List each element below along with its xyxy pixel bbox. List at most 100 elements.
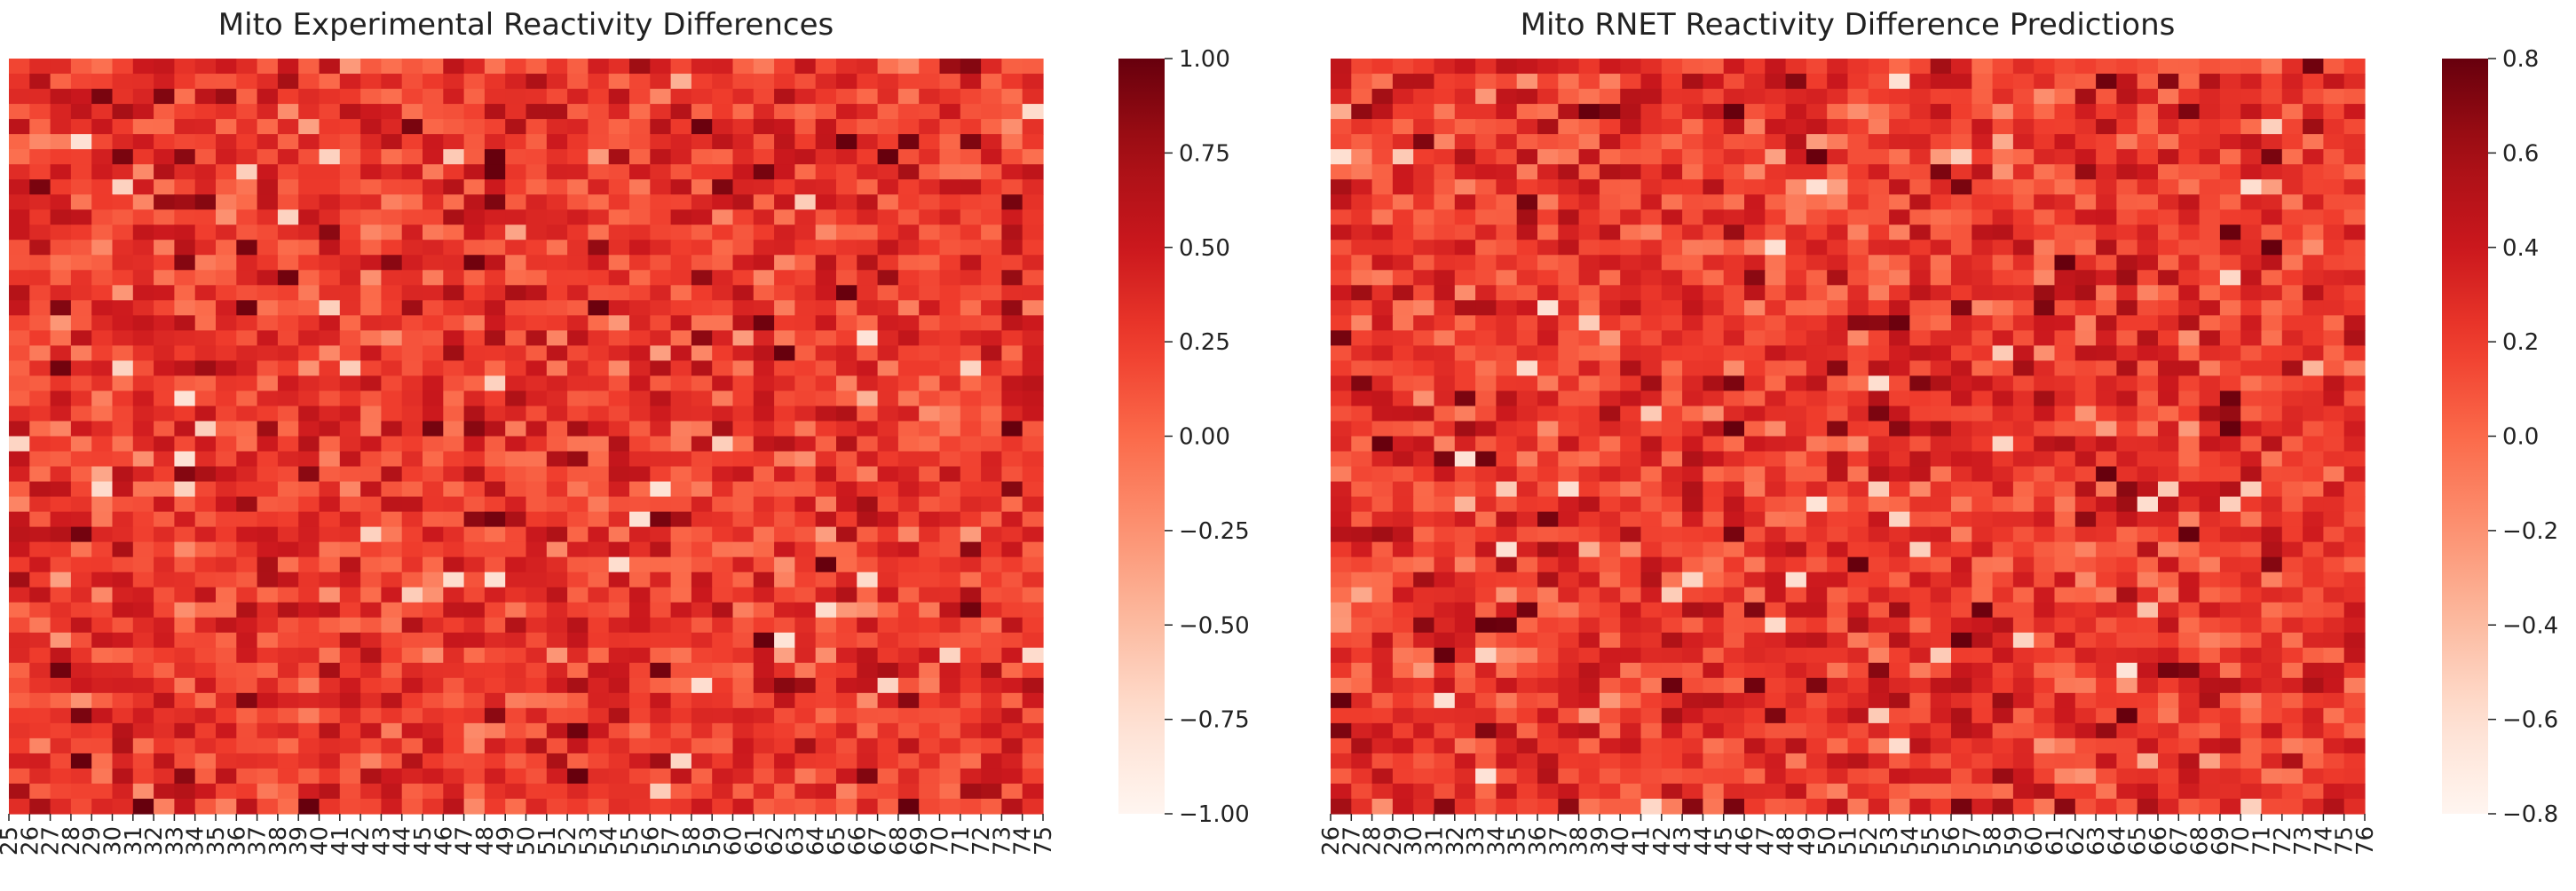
x-tick-label: 60 [721, 826, 747, 856]
heatmap-cell [463, 541, 486, 558]
heatmap-cell [50, 707, 72, 724]
heatmap-cell [1578, 164, 1600, 180]
heatmap-cell [1868, 149, 1890, 165]
heatmap-cell [1620, 149, 1642, 165]
heatmap-cells [9, 59, 1044, 815]
heatmap-cell [423, 617, 444, 634]
heatmap-cell [1599, 149, 1621, 165]
heatmap-cell [1558, 300, 1580, 316]
heatmap-cell [132, 375, 154, 392]
heatmap-cell [712, 315, 734, 331]
heatmap-cell [2343, 617, 2366, 634]
heatmap-cell [525, 768, 548, 785]
heatmap-cell [70, 59, 92, 75]
heatmap-cell [1578, 602, 1600, 619]
heatmap-cell [1951, 526, 1972, 543]
heatmap-cell [154, 179, 175, 195]
heatmap-cell [2261, 89, 2283, 105]
heatmap-cell [1392, 753, 1414, 769]
heatmap-cell [2240, 722, 2263, 739]
heatmap-cell [2074, 692, 2097, 709]
heatmap-cell [29, 707, 51, 724]
heatmap-cell [567, 496, 589, 513]
heatmap-cell [1765, 451, 1787, 468]
heatmap-cell [2219, 556, 2241, 573]
heatmap-cell [381, 602, 403, 619]
heatmap-cell [112, 390, 134, 407]
heatmap-cell [1496, 375, 1518, 392]
heatmap-cell [1806, 436, 1828, 453]
heatmap-cell [753, 104, 775, 120]
heatmap-cell [2034, 149, 2056, 165]
heatmap-cell [2074, 722, 2097, 739]
heatmap-cell [463, 300, 486, 316]
heatmap-cell [1930, 647, 1952, 664]
heatmap-cell [2158, 240, 2179, 256]
x-tick-label: 27 [38, 826, 65, 856]
heatmap-cell [897, 300, 920, 316]
heatmap-cell [857, 375, 879, 392]
heatmap-cell [1331, 481, 1352, 498]
heatmap-cell [2012, 556, 2035, 573]
heatmap-cell [1951, 134, 1972, 150]
heatmap-cell [1351, 59, 1373, 75]
heatmap-cell [1537, 225, 1559, 240]
heatmap-cell [981, 451, 1002, 468]
heatmap-cell [691, 662, 713, 679]
heatmap-cell [1434, 149, 1456, 165]
heatmap-cell [1022, 179, 1044, 195]
heatmap-cell [1558, 209, 1580, 225]
heatmap-cell [381, 587, 403, 603]
heatmap-cell [1022, 526, 1044, 543]
heatmap-cell [1516, 134, 1538, 150]
heatmap-cell [1682, 496, 1703, 513]
heatmap-cell [339, 74, 361, 90]
heatmap-cell [1454, 390, 1476, 407]
heatmap-cell [2281, 451, 2303, 468]
heatmap-cell [1951, 556, 1972, 573]
heatmap-cell [2240, 360, 2263, 377]
heatmap-cell [423, 526, 444, 543]
heatmap-cell [257, 74, 279, 90]
heatmap-cell [2116, 345, 2138, 361]
heatmap-cell [857, 240, 879, 256]
heatmap-cell [897, 59, 920, 75]
heatmap-cell [2034, 753, 2056, 769]
heatmap-cell [1806, 74, 1828, 90]
heatmap-cell [9, 119, 30, 135]
heatmap-cell [1599, 737, 1621, 754]
heatmap-cell [1723, 330, 1745, 346]
heatmap-cell [650, 194, 672, 210]
heatmap-cell [939, 345, 961, 361]
heatmap-cell [1909, 572, 1932, 588]
heatmap-cell [2137, 360, 2159, 377]
heatmap-cell [1496, 587, 1518, 603]
heatmap-cell [2303, 104, 2324, 120]
heatmap-cell [774, 270, 795, 286]
heatmap-cell [505, 255, 527, 271]
heatmap-cell [1413, 737, 1435, 754]
heatmap-cell [1001, 164, 1023, 180]
heatmap-cell [1371, 707, 1394, 724]
heatmap-cell [2137, 240, 2159, 256]
heatmap-cell [1022, 707, 1044, 724]
heatmap-cell [2054, 753, 2076, 769]
heatmap-cell [194, 285, 217, 301]
heatmap-cell [1578, 526, 1600, 543]
heatmap-cell [2303, 466, 2324, 483]
heatmap-cell [1661, 587, 1683, 603]
heatmap-cell [897, 496, 920, 513]
heatmap-cell [2219, 255, 2241, 271]
heatmap-cell [919, 617, 941, 634]
heatmap-cell [774, 421, 795, 438]
heatmap-cell [1413, 164, 1435, 180]
heatmap-cell [1392, 436, 1414, 453]
heatmap-cell [484, 104, 506, 120]
heatmap-cell [423, 647, 444, 664]
heatmap-cell [216, 300, 237, 316]
heatmap-cell [1909, 617, 1932, 634]
heatmap-cell [1765, 149, 1787, 165]
heatmap-cell [1703, 59, 1725, 75]
heatmap-cell [1827, 481, 1849, 498]
heatmap-cell [443, 436, 465, 453]
